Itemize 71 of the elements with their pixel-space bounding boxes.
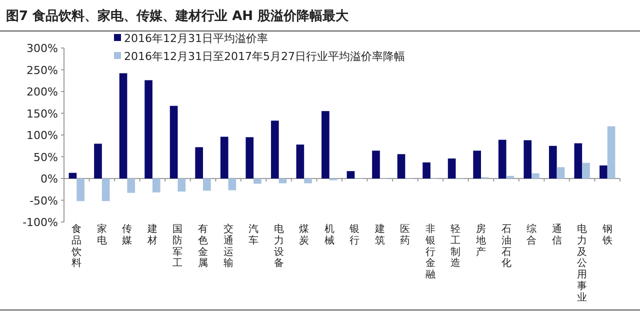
y-tick-label: 200% bbox=[26, 86, 58, 98]
x-tick-label: 国防军工 bbox=[172, 224, 183, 270]
x-tick-label: 非银行金融 bbox=[424, 223, 436, 281]
bar bbox=[102, 178, 110, 202]
x-tick-label: 建筑 bbox=[374, 223, 385, 246]
bar bbox=[254, 178, 262, 184]
y-tick-label: 50% bbox=[34, 150, 58, 164]
x-tick-label: 交通运输 bbox=[223, 223, 234, 270]
bar bbox=[119, 73, 128, 178]
bar bbox=[524, 140, 532, 178]
bar bbox=[270, 120, 279, 178]
bar bbox=[144, 80, 152, 178]
x-tick-label: 钢铁 bbox=[601, 224, 612, 246]
bar bbox=[178, 178, 186, 192]
bar bbox=[68, 172, 77, 178]
bar bbox=[228, 178, 236, 190]
x-tick-label: 电力及公用事业 bbox=[577, 223, 588, 304]
x-tick-label: 通信 bbox=[552, 223, 562, 246]
y-tick-label: 100% bbox=[26, 129, 58, 142]
bar bbox=[152, 178, 160, 192]
y-tick-label: 0% bbox=[40, 172, 58, 186]
bar bbox=[278, 178, 287, 184]
x-tick-label: 食品饮料 bbox=[70, 223, 82, 270]
y-tick-label: 300% bbox=[26, 42, 58, 55]
chart-title: 图7 食品饮料、家电、传媒、建材行业 AH 股溢价降幅最大 bbox=[6, 8, 350, 24]
bar bbox=[473, 150, 481, 178]
bar bbox=[94, 144, 102, 178]
x-tick-label: 家电 bbox=[96, 223, 107, 246]
y-tick-label: -100% bbox=[22, 216, 58, 229]
bar bbox=[296, 144, 304, 178]
x-tick-label: 医药 bbox=[400, 224, 410, 246]
bar bbox=[195, 147, 203, 178]
x-tick-label: 石油石化 bbox=[501, 224, 512, 270]
legend-label: 2016年12月31日平均溢价率 bbox=[124, 32, 268, 45]
bar bbox=[582, 162, 590, 178]
y-tick-label: 250% bbox=[26, 64, 58, 77]
bar bbox=[203, 178, 211, 191]
x-tick-label: 电力设备 bbox=[274, 223, 284, 270]
x-tick-label: 轻工制造 bbox=[450, 223, 461, 270]
bar bbox=[246, 137, 254, 178]
x-tick-label: 煤炭 bbox=[299, 223, 310, 246]
bar bbox=[76, 178, 84, 202]
bar bbox=[322, 111, 330, 178]
bar bbox=[448, 158, 456, 178]
bar bbox=[607, 126, 616, 178]
bar bbox=[506, 176, 514, 178]
x-tick-label: 有色金属 bbox=[198, 223, 208, 270]
y-tick-label: -50% bbox=[30, 194, 58, 208]
bar bbox=[304, 178, 312, 184]
bar bbox=[422, 162, 430, 178]
bar bbox=[548, 146, 557, 178]
x-tick-label: 综合 bbox=[526, 223, 537, 246]
x-tick-label: 传媒 bbox=[122, 224, 132, 246]
bar bbox=[372, 150, 380, 178]
x-tick-label: 房地产 bbox=[475, 223, 486, 258]
y-tick-label: 150% bbox=[26, 107, 58, 120]
bar bbox=[600, 165, 608, 178]
legend-label: 2016年12月31日至2017年5月27日行业平均溢价率降幅 bbox=[124, 50, 405, 63]
bar bbox=[574, 143, 582, 178]
bar bbox=[532, 173, 540, 178]
bar bbox=[220, 136, 228, 178]
x-tick-label: 建材 bbox=[146, 223, 158, 246]
bar bbox=[346, 171, 355, 178]
bar bbox=[556, 167, 565, 178]
x-tick-label: 汽车 bbox=[248, 223, 259, 246]
bar bbox=[498, 140, 506, 178]
bar bbox=[397, 154, 406, 178]
bar bbox=[170, 106, 178, 178]
x-tick-label: 银行 bbox=[348, 224, 360, 246]
bar bbox=[127, 178, 136, 193]
x-tick-label: 机械 bbox=[324, 223, 334, 246]
